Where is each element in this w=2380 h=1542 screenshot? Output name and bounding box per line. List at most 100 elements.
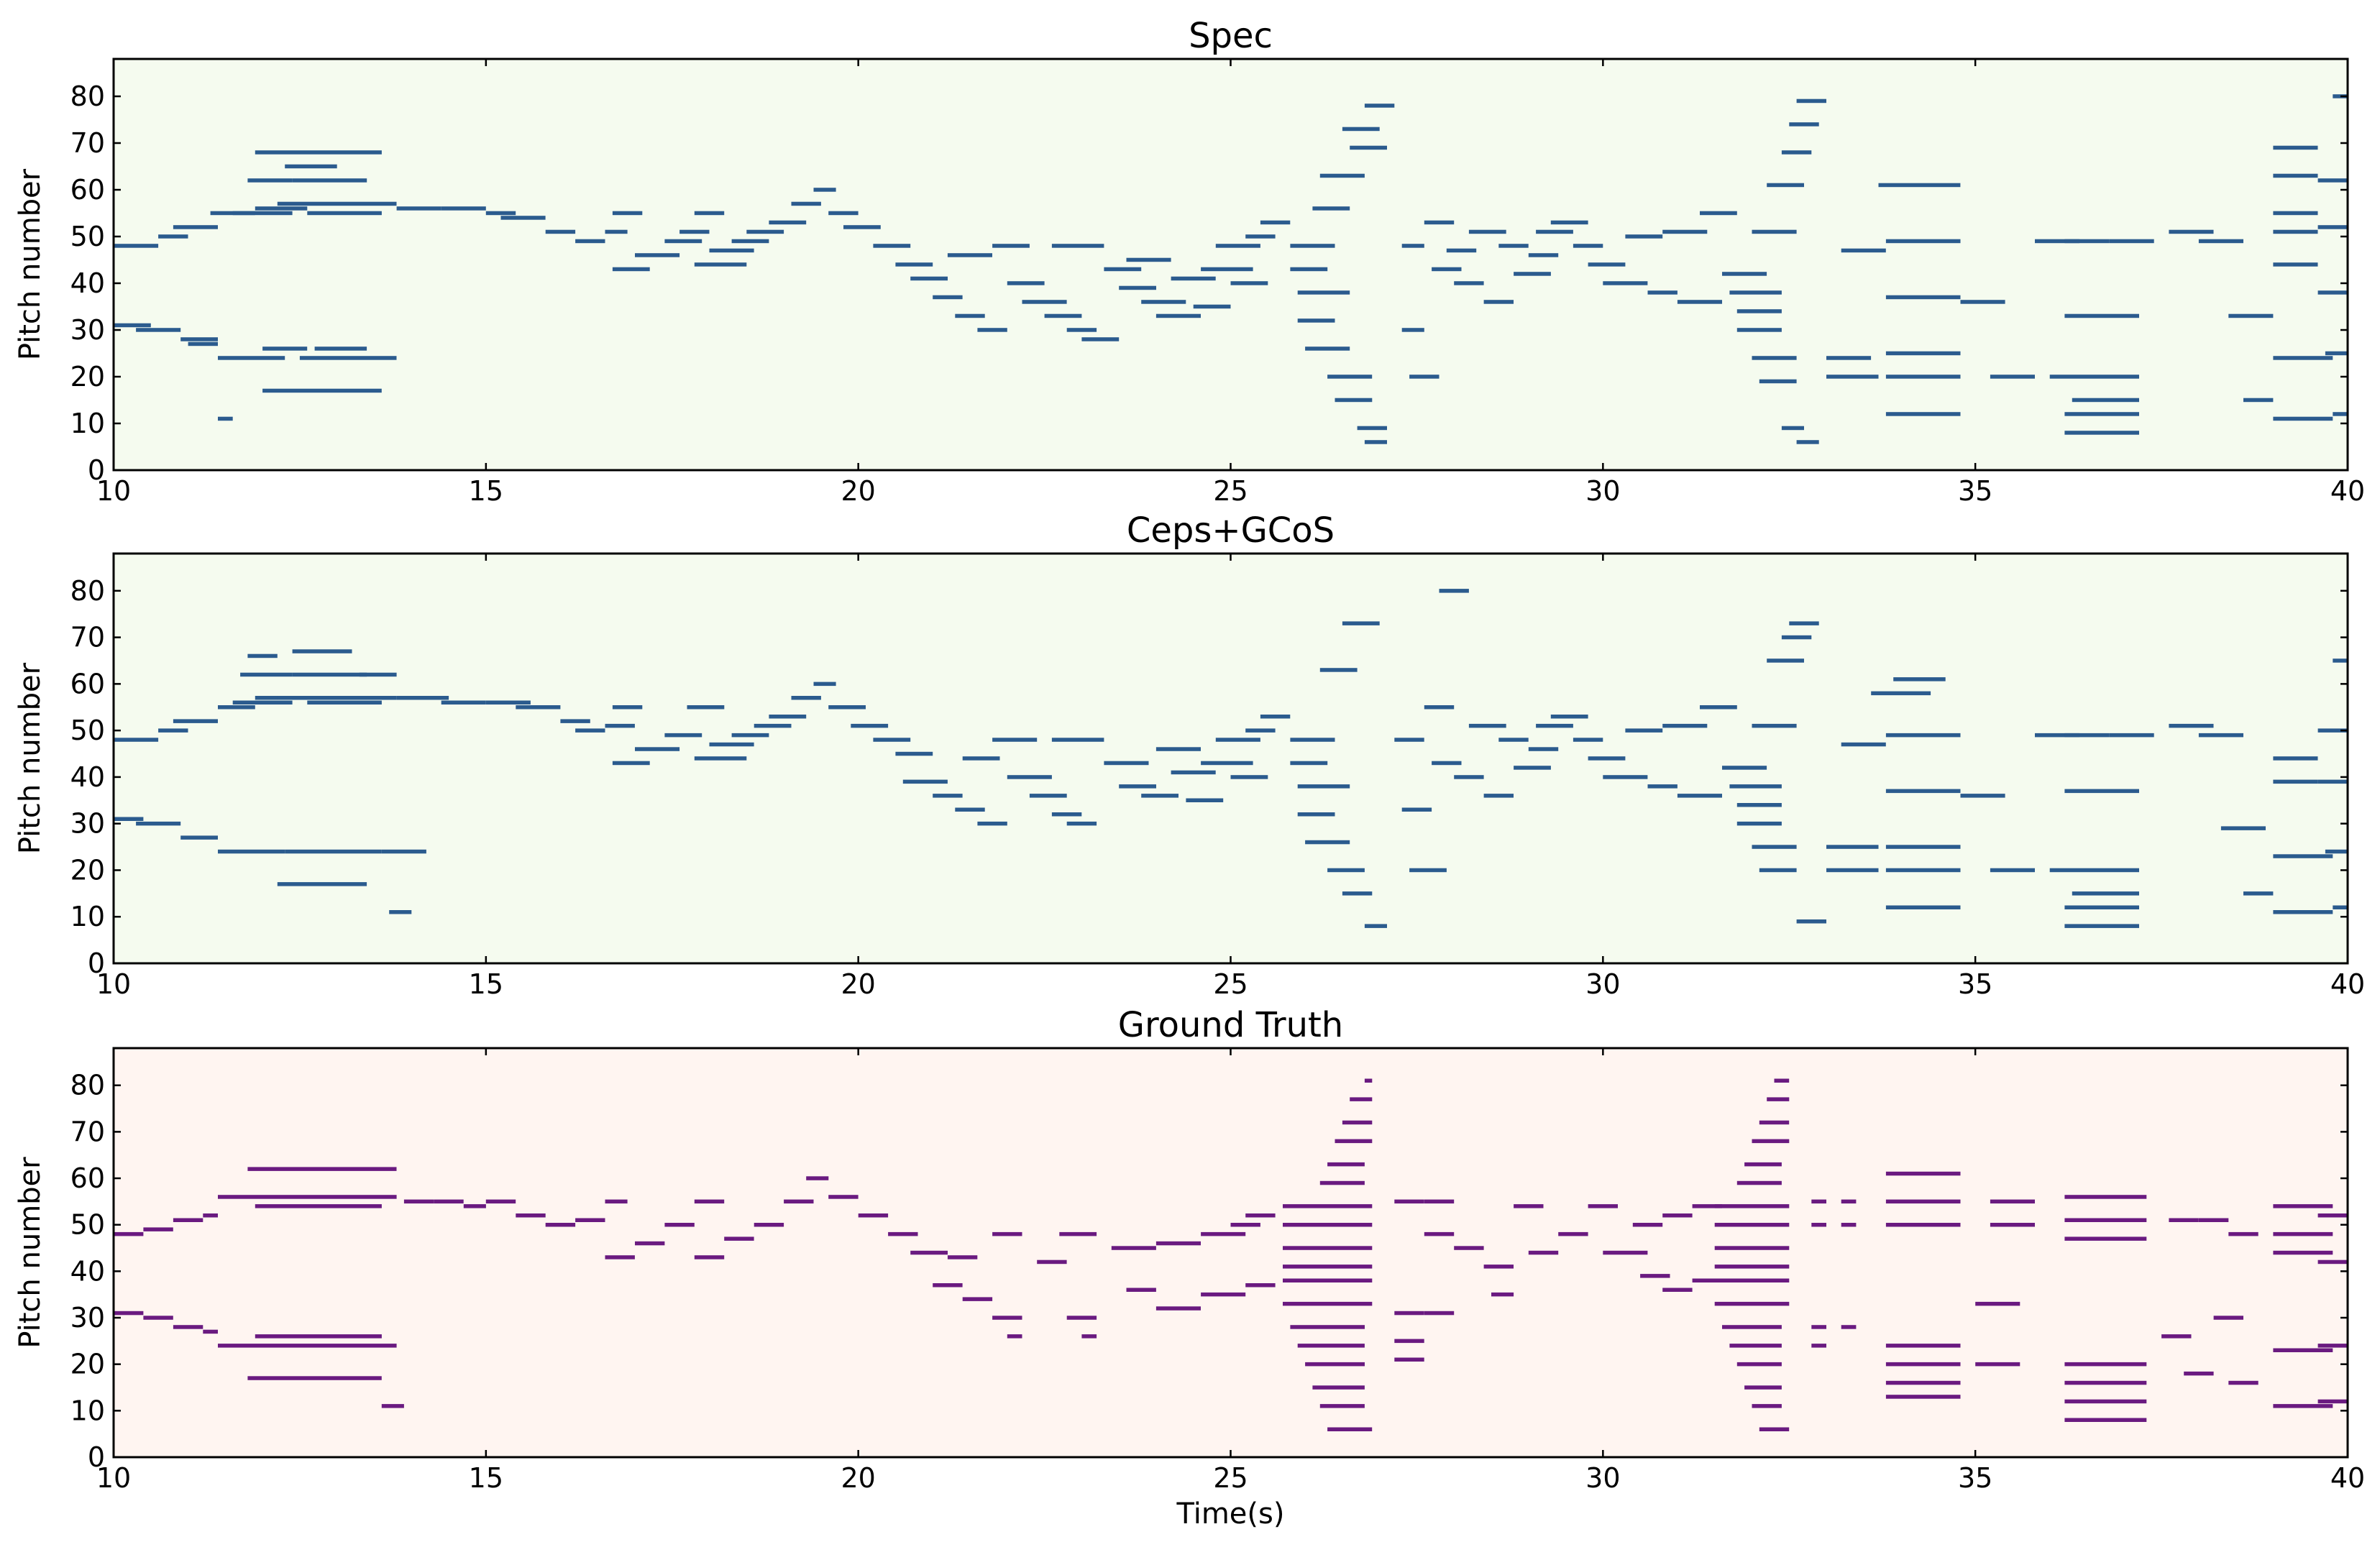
- note-mark: [1759, 868, 1797, 873]
- note-mark: [933, 1283, 963, 1288]
- note-mark: [2273, 1204, 2333, 1208]
- note-mark: [1297, 1344, 1365, 1348]
- note-mark: [962, 756, 1000, 761]
- x-tick-label: 35: [1958, 1462, 1992, 1494]
- note-mark: [1119, 784, 1156, 789]
- note-mark: [2213, 1316, 2243, 1320]
- note-mark: [1319, 1180, 1365, 1185]
- note-mark: [1514, 766, 1551, 770]
- note-mark: [1736, 1180, 1782, 1185]
- note-mark: [1841, 248, 1886, 253]
- x-tick-label: 15: [469, 968, 503, 1000]
- note-mark: [359, 672, 397, 677]
- note-mark: [1260, 220, 1291, 225]
- note-mark: [1350, 145, 1387, 150]
- y-axis-label: Pitch number: [14, 1157, 47, 1349]
- note-mark: [1245, 1213, 1276, 1218]
- y-tick-label: 50: [70, 1209, 105, 1241]
- note-mark: [1327, 1162, 1365, 1167]
- note-mark: [1767, 658, 1804, 663]
- note-mark: [1752, 1139, 1790, 1144]
- note-mark: [1454, 775, 1484, 779]
- note-mark: [895, 262, 933, 267]
- note-mark: [1201, 761, 1253, 766]
- note-mark: [2273, 229, 2318, 234]
- note-mark: [2064, 733, 2110, 738]
- y-tick-label: 20: [70, 1349, 105, 1380]
- note-mark: [2109, 733, 2154, 738]
- chart-title: Ground Truth: [1118, 1005, 1343, 1045]
- note-mark: [2273, 262, 2318, 267]
- note-mark: [1283, 1265, 1373, 1269]
- note-mark: [2317, 779, 2348, 784]
- note-mark: [485, 700, 531, 705]
- note-mark: [1215, 244, 1260, 248]
- note-mark: [1319, 173, 1365, 178]
- y-tick-label: 30: [70, 808, 105, 840]
- note-mark: [769, 715, 807, 719]
- note-mark: [1424, 1231, 1455, 1236]
- note-mark: [1066, 328, 1097, 332]
- note-mark: [1327, 375, 1373, 379]
- note-mark: [1885, 351, 1961, 356]
- note-mark: [1215, 738, 1260, 742]
- note-mark: [2198, 733, 2243, 738]
- note-mark: [605, 723, 635, 728]
- note-mark: [947, 1255, 978, 1259]
- note-mark: [1885, 868, 1961, 873]
- note-mark: [1677, 794, 1722, 798]
- note-mark: [158, 728, 188, 733]
- note-mark: [2317, 728, 2348, 733]
- note-mark: [1759, 1427, 1790, 1431]
- note-mark: [247, 653, 278, 658]
- note-mark: [1625, 234, 1663, 239]
- note-mark: [2317, 225, 2348, 229]
- note-mark: [307, 700, 382, 705]
- note-mark: [1736, 803, 1782, 807]
- y-tick-label: 40: [70, 761, 105, 793]
- x-tick-label: 30: [1585, 475, 1620, 507]
- note-mark: [1319, 668, 1358, 672]
- note-mark: [463, 1204, 486, 1208]
- note-mark: [1483, 1265, 1514, 1269]
- note-mark: [1201, 267, 1253, 272]
- note-mark: [1283, 1246, 1373, 1250]
- note-mark: [1960, 794, 2005, 798]
- note-mark: [218, 705, 255, 710]
- note-mark: [664, 239, 702, 244]
- note-mark: [1290, 1325, 1365, 1329]
- note-mark: [2035, 239, 2080, 244]
- note-mark: [1885, 789, 1961, 794]
- note-mark: [277, 201, 397, 206]
- note-mark: [1722, 766, 1767, 770]
- note-mark: [1104, 761, 1149, 766]
- note-mark: [381, 1404, 404, 1408]
- note-mark: [136, 821, 181, 826]
- note-mark: [1662, 229, 1708, 234]
- note-mark: [516, 1213, 546, 1218]
- note-mark: [1885, 239, 1961, 244]
- note-mark: [1394, 1199, 1424, 1204]
- note-mark: [1700, 211, 1737, 216]
- note-mark: [664, 1223, 695, 1227]
- note-mark: [2333, 905, 2348, 909]
- note-mark: [277, 696, 397, 700]
- note-mark: [1885, 733, 1961, 738]
- note-mark: [1483, 794, 1514, 798]
- note-mark: [180, 835, 218, 840]
- note-mark: [605, 1199, 628, 1204]
- note-mark: [114, 1231, 144, 1236]
- note-mark: [2064, 412, 2139, 416]
- note-mark: [1811, 1223, 1826, 1227]
- note-mark: [173, 1325, 203, 1329]
- note-mark: [1752, 1404, 1782, 1408]
- note-mark: [1871, 691, 1931, 696]
- note-mark: [1350, 1097, 1373, 1101]
- note-mark: [813, 188, 836, 192]
- note-mark: [2273, 854, 2333, 858]
- note-mark: [2169, 1218, 2199, 1222]
- note-mark: [255, 206, 308, 211]
- note-mark: [1342, 621, 1380, 625]
- note-mark: [255, 1204, 382, 1208]
- note-mark: [612, 211, 643, 216]
